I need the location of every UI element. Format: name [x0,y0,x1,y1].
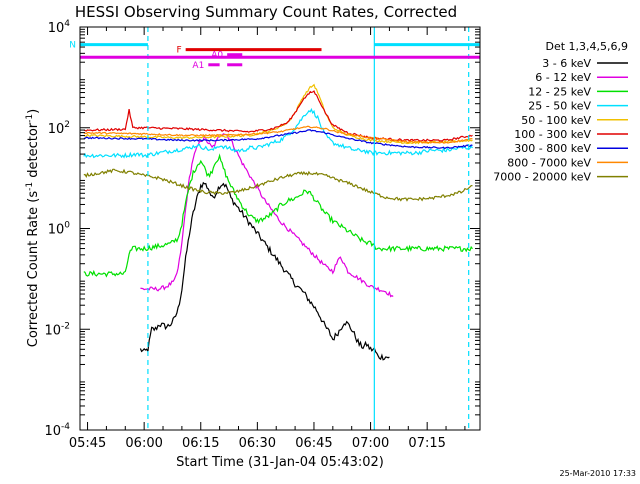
chart-title: HESSI Observing Summary Count Rates, Cor… [75,3,457,21]
x-tick-label: 06:45 [295,436,332,451]
flag-label-n: N [69,41,76,51]
y-axis-label: Corrected Count Rate (s-1 detector-1) [25,109,41,347]
y-tick-label: 100 [48,221,71,238]
legend-label: 12 - 25 keV [528,85,591,98]
y-axis-label-main: Corrected Count Rate (s [26,191,41,348]
series-line-6 [83,90,473,143]
x-tick-label: 07:00 [352,436,389,451]
series-line-4 [83,107,473,159]
x-tick-label: 05:45 [69,436,106,451]
series-line-2 [140,133,394,298]
legend-label: 3 - 6 keV [542,57,591,70]
y-axis-ticks: 10-4 10-2 100 102 104 [44,19,480,439]
legend-label: 25 - 50 keV [528,100,591,113]
y-tick-label: 10-4 [44,422,70,439]
x-tick-label: 06:30 [239,436,276,451]
plot-frame [79,26,481,431]
flag-label-a0: A0 [211,51,223,61]
series-line-8 [83,125,473,144]
y-axis-label-mid: detector [26,122,41,182]
x-tick-label: 06:15 [182,436,219,451]
x-tick-label: 06:00 [125,436,162,451]
series-line-9 [83,168,473,202]
y-tick-label: 10-2 [44,321,70,338]
legend-label: 100 - 300 keV [514,128,591,141]
legend-header: Det 1,3,4,5,6,9 [545,40,628,53]
legend-label: 800 - 7000 keV [507,156,591,169]
series-line-5 [83,83,473,145]
flag-label-f: F [176,46,181,56]
x-axis-ticks: 05:45 06:00 06:15 06:30 06:45 07:00 07:15 [69,27,466,451]
flag-label-a1: A1 [192,61,204,71]
y-tick-label: 102 [48,120,70,137]
plot-area: N F A0 A1 [69,27,480,430]
y-axis-label-sup2: -1 [25,114,35,123]
footer-stamp: 25-Mar-2010 17:33 [560,469,637,478]
series-line-3 [83,153,473,278]
legend-label: 6 - 12 keV [535,71,591,84]
series-line-1 [139,181,390,361]
y-axis-label-end: ) [26,109,41,114]
x-tick-label: 07:15 [408,436,445,451]
y-axis-label-sup1: -1 [25,182,35,191]
legend-label: 50 - 100 keV [521,114,591,127]
series-line-7 [83,129,473,150]
x-axis-label: Start Time (31-Jan-04 05:43:02) [176,455,384,470]
y-tick-label: 104 [48,19,71,36]
legend-label: 7000 - 20000 keV [493,171,591,184]
legend-label: 300 - 800 keV [514,142,591,155]
